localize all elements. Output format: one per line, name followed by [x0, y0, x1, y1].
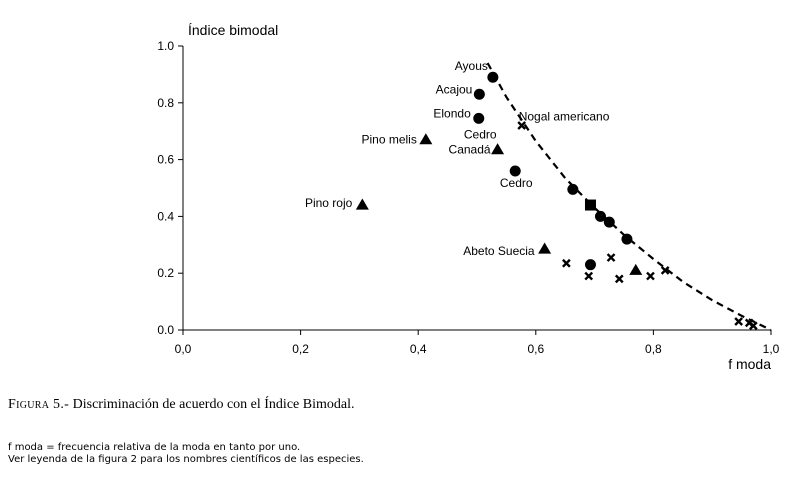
y-tick-label: 0.6 — [157, 153, 174, 167]
data-point-circle — [621, 233, 633, 245]
data-point-circle — [473, 88, 485, 100]
data-label: Elondo — [433, 106, 471, 120]
data-point-cross — [584, 271, 594, 281]
x-tick-label: 0,6 — [527, 342, 544, 356]
data-point-circle — [567, 183, 579, 195]
y-axis-title: Índice bimodal — [188, 22, 278, 38]
trend-curve — [486, 62, 772, 331]
data-label: Cedro — [500, 176, 533, 190]
data-label: Acajou — [436, 82, 473, 96]
data-label: Abeto Suecia — [463, 244, 535, 258]
y-tick-label: 0.8 — [157, 96, 174, 110]
data-label: Nogal americano — [519, 110, 610, 124]
chart: 0,0 0,2 0,4 0,6 0,8 1,0 0.0 0.2 0.4 0.6 0.8 1.0 Índi… — [157, 22, 780, 372]
data-point-triangle — [538, 242, 552, 254]
figure-caption: Figura 5.- Discriminación de acuerdo con… — [8, 397, 354, 413]
data-label: Pino melis — [361, 133, 416, 147]
data-label: Cedro Canadá — [449, 128, 497, 157]
data-point-circle — [487, 71, 499, 83]
data-point-square — [584, 199, 596, 211]
data-point-circle — [509, 165, 521, 177]
data-point-cross — [749, 321, 758, 331]
data-point-triangle — [491, 143, 505, 155]
data-point-circle — [594, 210, 606, 222]
data-point-triangle — [355, 198, 369, 210]
y-tick-label: 0.4 — [157, 209, 174, 223]
data-point-circle — [584, 259, 596, 271]
y-tick-label: 0.2 — [157, 266, 174, 280]
data-point-triangle — [419, 133, 433, 145]
data-label: Pino rojo — [305, 196, 353, 210]
footnote-legend: Ver leyenda de la figura 2 para los nomb… — [8, 454, 364, 465]
x-tick-label: 0,2 — [292, 342, 309, 356]
data-point-triangle — [629, 263, 643, 275]
data-point-cross — [734, 317, 744, 326]
y-tick-label: 1.0 — [157, 39, 174, 53]
data-point-circle — [603, 216, 615, 228]
x-tick-label: 0,4 — [410, 342, 427, 356]
x-tick-label: 0,0 — [175, 342, 192, 356]
data-point-cross — [606, 253, 616, 262]
x-axis-title: f moda — [728, 356, 771, 372]
x-tick-label: 1,0 — [763, 342, 780, 356]
footnote-f-moda: f moda = frecuencia relativa de la moda … — [8, 442, 301, 453]
data-label: Ayous — [455, 59, 488, 73]
y-tick-label: 0.0 — [157, 323, 174, 337]
data-point-cross — [614, 274, 624, 284]
data-point-cross — [660, 266, 670, 275]
scatter-plot: 0,0 0,2 0,4 0,6 0,8 1,0 0.0 0.2 0.4 0.6 0.8 1.0 Índi… — [157, 22, 780, 372]
data-point-cross — [646, 271, 655, 281]
caption-prefix: Figura 5.- — [8, 397, 70, 412]
caption-text: Discriminación de acuerdo con el Índice … — [72, 397, 355, 412]
data-point-cross — [517, 121, 527, 130]
data-point-cross — [562, 258, 571, 268]
x-tick-label: 0,8 — [645, 342, 662, 356]
data-point-circle — [473, 112, 485, 124]
